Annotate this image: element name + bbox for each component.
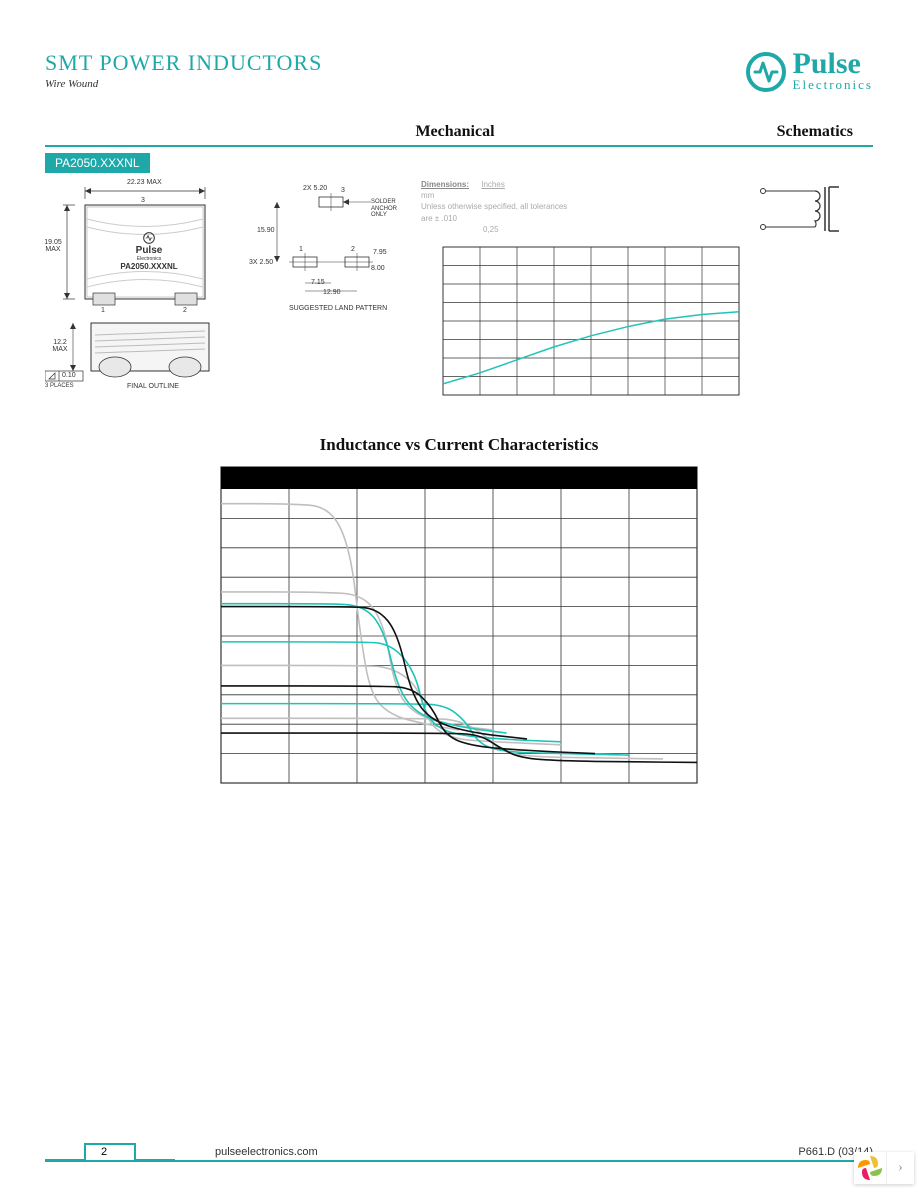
section-headers: Mechanical Schematics (45, 123, 873, 141)
mechanical-heading: Mechanical (245, 123, 665, 141)
lp-pin2: 2 (351, 246, 355, 253)
notes-column: Dimensions: Inches mm Unless otherwise s… (421, 179, 581, 235)
dim-tol: Unless otherwise specified, all toleranc… (421, 202, 567, 222)
dim-height: 19.05 MAX (41, 239, 65, 253)
lv-chart-svg (219, 465, 699, 785)
nav-widget[interactable]: › (854, 1152, 914, 1184)
temp-chart-svg (441, 245, 741, 397)
logo-brand: Pulse (793, 50, 873, 77)
inductance-current-chart (219, 465, 699, 785)
pkg-label: PA2050.XXXNL (120, 262, 177, 271)
dim-label: Dimensions: (421, 180, 469, 189)
logo: Pulse Electronics (745, 50, 873, 93)
dim-unit2: mm (421, 191, 434, 200)
lp-w1: 7.15 (311, 279, 325, 286)
flat: 0.10 (62, 372, 76, 379)
pkg-brand: Pulse (136, 245, 163, 256)
dimension-notes: Dimensions: Inches mm Unless otherwise s… (421, 179, 581, 235)
mechanical-row-2: 12.2 MAX 0.10 3 PLACES FINAL OUTLINE (45, 311, 873, 395)
lp-w4: 7.95 (373, 249, 387, 256)
lp-w2: 12.90 (323, 289, 341, 296)
temp-rise-chart (441, 245, 721, 385)
dim-tol2: 0,25 (483, 225, 499, 234)
part-number-tag: PA2050.XXXNL (45, 153, 150, 173)
land-label: SUGGESTED LAND PATTERN (289, 305, 387, 312)
land-pattern-drawing: 2X 5.20 3 SOLDER ANCHOR ONLY 15.90 1 2 7… (243, 179, 403, 319)
lp-h: 15.90 (257, 227, 275, 234)
section-divider (45, 145, 873, 147)
pulse-logo-icon (745, 51, 787, 93)
package-side-drawing: 12.2 MAX 0.10 3 PLACES FINAL OUTLINE (45, 311, 225, 395)
places: 3 PLACES (45, 383, 74, 389)
page-title: SMT POWER INDUCTORS (45, 50, 322, 76)
footer-url: pulseelectronics.com (215, 1146, 318, 1158)
footer-page: 2 (101, 1146, 107, 1158)
lp-pin1: 1 (299, 246, 303, 253)
pin3-label: 3 (141, 197, 145, 204)
dim-width: 22.23 MAX (127, 179, 162, 186)
logo-sub: Electronics (793, 77, 873, 93)
header: SMT POWER INDUCTORS Wire Wound Pulse Ele… (45, 50, 873, 93)
package-top-drawing: 22.23 MAX 19.05 MAX Pulse Electronics PA… (45, 179, 225, 319)
footer-step-icon (45, 1140, 175, 1162)
lp-pin3: 3 (341, 187, 345, 194)
schematic-drawing (753, 179, 873, 244)
lv-chart-title: Inductance vs Current Characteristics (45, 435, 873, 455)
lp-2x: 2X 5.20 (303, 185, 327, 192)
lp-3x: 3X 2.50 (249, 259, 273, 266)
final-outline: FINAL OUTLINE (127, 383, 179, 390)
lp-anchor: SOLDER ANCHOR ONLY (371, 199, 411, 219)
lp-w3: 8.00 (371, 265, 385, 272)
footer: 2 pulseelectronics.com P661.D (03/14) (45, 1140, 873, 1158)
nav-logo-icon (854, 1152, 886, 1184)
page-subtitle: Wire Wound (45, 78, 322, 90)
dim-unit: Inches (481, 180, 505, 189)
nav-next-button[interactable]: › (886, 1152, 914, 1184)
schematics-heading: Schematics (665, 123, 873, 141)
side-h: 12.2 MAX (49, 339, 71, 353)
